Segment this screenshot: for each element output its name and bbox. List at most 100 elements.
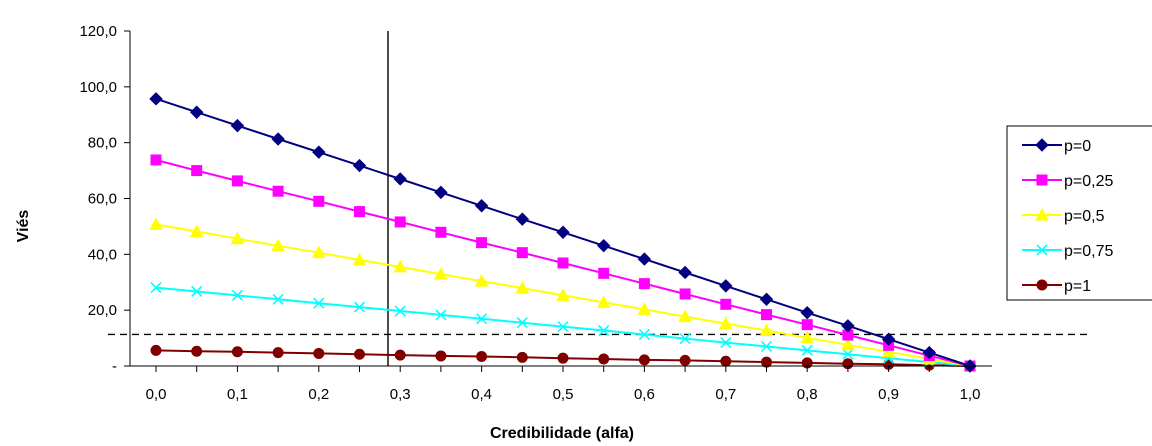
data-point-p-0-5 [311, 245, 326, 259]
legend-label: p=0,5 [1064, 208, 1105, 225]
data-point-p-0-75 [557, 321, 569, 333]
x-tick-label: 0,9 [878, 386, 899, 403]
data-point-p-0-25 [150, 154, 162, 166]
data-point-p-0-5 [881, 344, 896, 358]
data-point-p-0 [352, 158, 367, 173]
x-tick-label: 0,3 [390, 386, 411, 403]
y-tick-label: - [112, 358, 117, 375]
y-tick-label: 100,0 [79, 79, 117, 96]
data-point-p-0 [637, 252, 652, 266]
data-point-p-0-75 [191, 285, 203, 298]
data-point-p-0-75 [842, 348, 854, 360]
axes: - 20,0 40,0 60,0 80,0 100,0 120,0 0,0 0,1 0,2 0,3 0… [79, 23, 992, 403]
data-point-p-0-5 [393, 259, 408, 273]
data-point-p-1 [435, 350, 447, 362]
x-tick-label: 0,5 [553, 386, 574, 403]
data-point-p-0 [678, 265, 692, 280]
data-point-p-1 [598, 353, 610, 365]
y-axis-title: Viés [15, 210, 32, 243]
data-point-p-0-75-stroke [516, 317, 528, 329]
data-point-p-1 [394, 349, 406, 361]
data-point-p-1 [313, 347, 325, 359]
legend-item-p-0-25: p=0,25 [1022, 173, 1113, 190]
series-layer [149, 92, 977, 373]
data-point-p-0-75-stroke [231, 289, 243, 301]
legend-marker [1036, 279, 1048, 291]
data-point-p-0-5 [474, 274, 489, 287]
data-point-p-0 [312, 145, 326, 159]
data-point-p-0-5 [678, 309, 692, 323]
data-point-p-0 [596, 238, 611, 253]
data-point-p-0-75-stroke [638, 328, 650, 341]
x-tick-label: 0,4 [471, 386, 492, 403]
data-point-p-0-25 [476, 237, 488, 249]
data-point-p-0-75-stroke [598, 324, 610, 337]
data-point-p-0 [474, 199, 489, 213]
data-point-p-1 [476, 351, 488, 363]
data-point-p-0-5 [189, 224, 204, 237]
data-point-p-0-5 [515, 281, 530, 294]
data-point-p-0-75-stroke [435, 309, 447, 321]
data-point-p-0 [881, 332, 896, 346]
data-point-p-1 [231, 346, 243, 358]
y-tick-label: 40,0 [88, 246, 117, 263]
data-point-p-0-75 [598, 324, 610, 337]
series-p-0-25 [150, 154, 976, 372]
data-point-p-1 [354, 348, 365, 360]
data-point-p-0-75-stroke [842, 348, 854, 360]
data-point-p-0-75 [801, 344, 813, 356]
data-point-p-0-5 [841, 337, 855, 351]
data-point-p-0-75 [313, 297, 325, 309]
data-point-p-0-75 [516, 317, 528, 329]
reference-lines [108, 31, 1088, 366]
data-point-p-0-5 [556, 288, 570, 301]
data-point-p-0-5 [800, 330, 815, 344]
x-axis-title: Credibilidade (alfa) [490, 425, 634, 442]
data-point-p-0-25 [272, 185, 284, 197]
data-point-p-0-5 [718, 316, 733, 330]
data-point-p-0-75-stroke [801, 344, 813, 356]
legend-item-p-0-75: p=0,75 [1022, 243, 1113, 260]
data-point-p-0 [841, 319, 855, 333]
data-point-p-0 [800, 305, 814, 320]
legend-label: p=1 [1064, 278, 1091, 295]
data-point-p-0-75 [476, 313, 488, 325]
data-point-p-0-5 [230, 231, 245, 245]
legend-marker-stroke [1036, 244, 1048, 256]
legend-item-p-0-5: p=0,5 [1022, 207, 1105, 225]
data-point-p-0-75-stroke [150, 281, 162, 294]
data-point-p-1 [679, 354, 691, 366]
legend-label: p=0,75 [1064, 243, 1113, 260]
data-point-p-0 [515, 212, 530, 226]
data-point-p-1 [150, 344, 162, 356]
data-point-p-0-25 [354, 206, 365, 218]
data-point-p-0-75-stroke [476, 313, 488, 325]
data-point-p-1 [557, 352, 569, 364]
data-point-p-0-25 [394, 216, 406, 228]
data-point-p-0-75-stroke [720, 336, 732, 349]
data-point-p-0-25 [557, 257, 569, 269]
data-point-p-0-25 [679, 288, 691, 300]
x-tick-label: 0,7 [715, 386, 736, 403]
data-point-p-0-75 [720, 336, 732, 349]
data-point-p-0-75 [231, 289, 243, 301]
data-point-p-0-5 [149, 217, 163, 230]
data-point-p-0-25 [191, 165, 203, 177]
y-tick-label: 120,0 [79, 23, 117, 40]
x-tick-label: 0,6 [634, 386, 655, 403]
data-point-p-0-75-stroke [679, 333, 691, 345]
data-point-p-0-75-stroke [313, 297, 325, 309]
y-tick-label: 80,0 [88, 135, 117, 152]
data-point-p-0-25 [313, 195, 325, 207]
x-tick-label: 1,0 [960, 386, 981, 403]
data-point-p-0-25 [761, 309, 772, 321]
data-point-p-0-5 [352, 252, 367, 266]
legend-label: p=0 [1064, 138, 1091, 155]
data-point-p-0-75-stroke [353, 301, 366, 313]
data-point-p-0-75-stroke [760, 340, 773, 353]
data-point-p-0 [556, 225, 570, 239]
data-point-p-0-75 [150, 281, 162, 294]
data-point-p-0-75-stroke [272, 293, 284, 305]
data-point-p-0-75 [435, 309, 447, 321]
